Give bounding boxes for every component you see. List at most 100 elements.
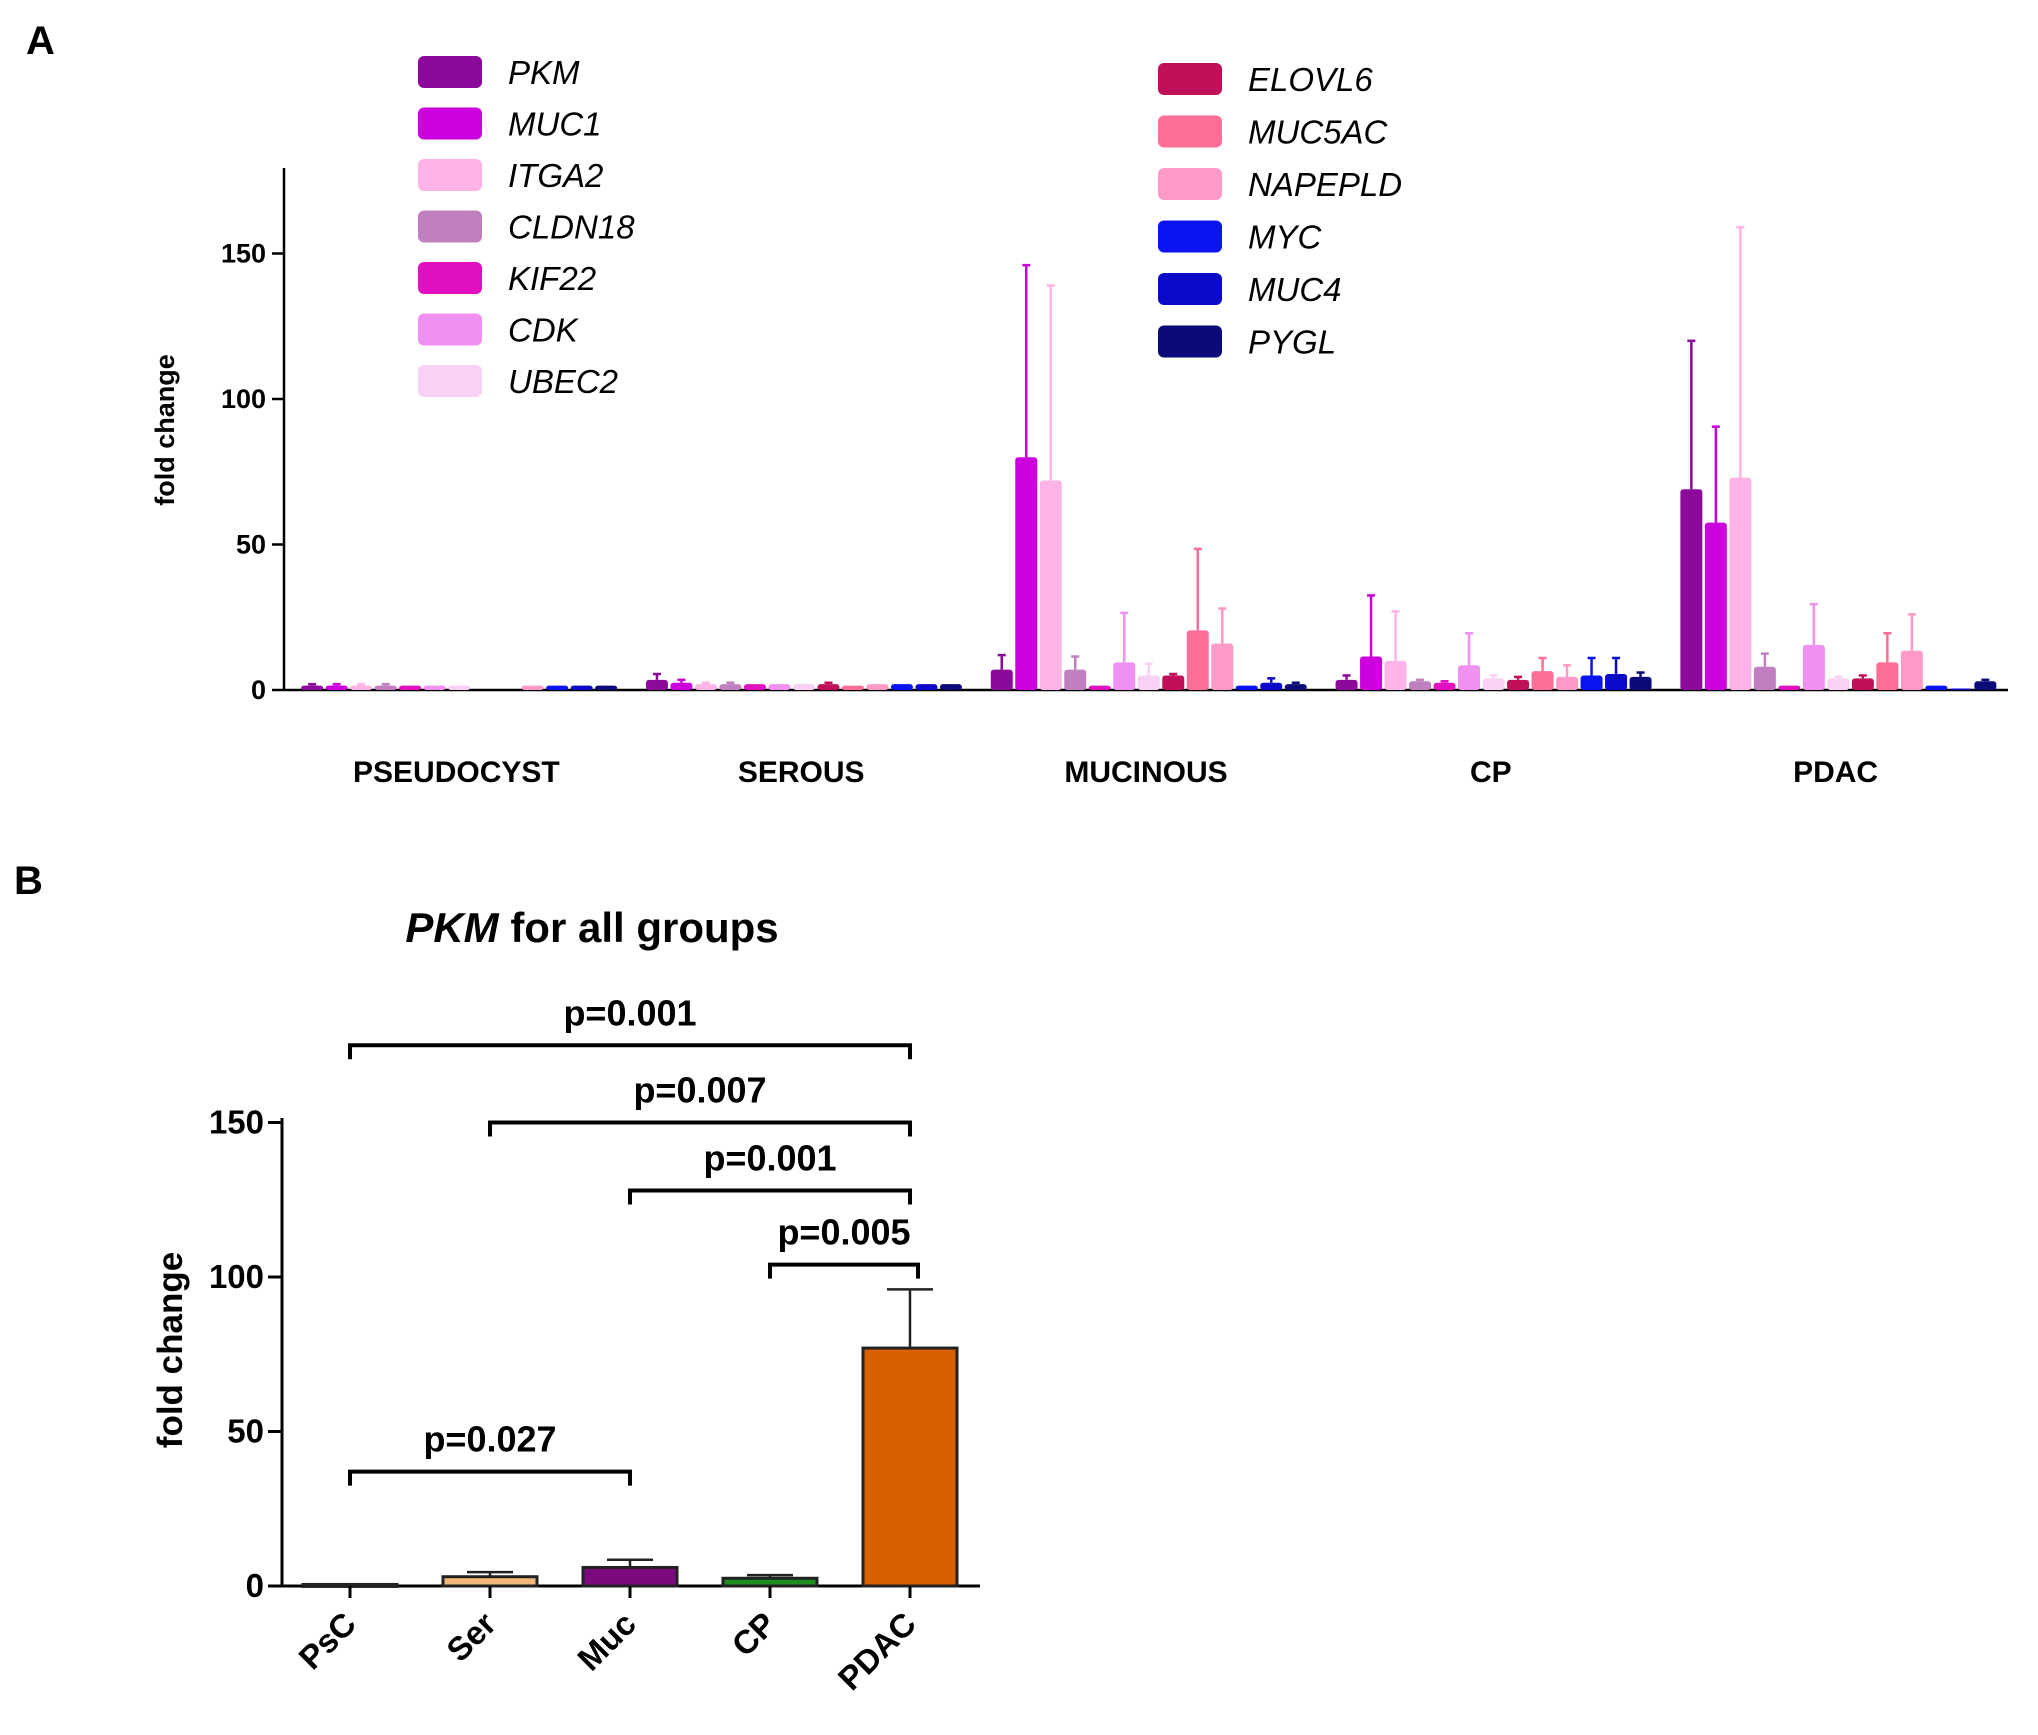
panel-a-legend-swatch-pygl — [1158, 325, 1222, 358]
panel-a-bar-myc-serous — [890, 684, 913, 690]
panel-a-category-label: CP — [1470, 756, 1512, 789]
panel-a-y-tick-label: 0 — [251, 675, 266, 705]
panel-a-bar-napepld-pdac — [1900, 650, 1923, 690]
panel-b-significance-bracket — [628, 1188, 912, 1205]
panel-a-bar-pkm-pdac — [1680, 489, 1703, 690]
panel-a-legend-swatch-cdk — [418, 313, 482, 346]
panel-a-legend-swatch-napepld — [1158, 168, 1222, 200]
panel-b-y-tick-label: 150 — [209, 1104, 264, 1141]
panel-a-legend-swatch-myc — [1158, 220, 1222, 253]
panel-a-bar-pygl-pdac — [1974, 681, 1997, 690]
panel-a-bar-cdk-cp — [1458, 665, 1481, 690]
panel-a-bar-ubec2-pdac — [1827, 678, 1850, 690]
panel-a-bar-pkm-serous — [645, 679, 668, 690]
panel-a-bar-kif22-mucinous — [1088, 685, 1111, 690]
panel-b-bar-pdac — [861, 1346, 959, 1588]
panel-a-bar-cdk-mucinous — [1113, 662, 1136, 690]
panel-a-legend-label-ubec2: UBEC2 — [508, 363, 618, 400]
panel-b-y-tick-label: 100 — [209, 1258, 264, 1295]
panel-a-bar-kif22-serous — [743, 684, 766, 690]
panel-b-y-ticks: 0 50 100 150 — [209, 1104, 282, 1604]
panel-a-legend-swatch-cldn18 — [418, 210, 482, 243]
panel-b-significance-bracket — [348, 1043, 912, 1060]
panel-a-legend-label-myc: MYC — [1248, 219, 1323, 256]
panel-a-legend-swatch-pkm — [418, 56, 482, 88]
panel-a-bar-myc-pdac — [1925, 685, 1948, 690]
panel-b-comparisons: p=0.001 p=0.007 p=0.001 p=0.005 p=0.027 — [348, 992, 920, 1486]
panel-a-bar-cldn18-mucinous — [1064, 669, 1087, 690]
panel-a-bar-muc1-cp — [1360, 656, 1383, 690]
panel-a-bar-itga2-pseudocyst — [350, 685, 373, 690]
panel-a-bar-kif22-cp — [1433, 682, 1456, 690]
panel-a-bar-kif22-pdac — [1778, 685, 1801, 690]
panel-a-legend-swatch-muc4 — [1158, 273, 1222, 305]
panel-a-bar-itga2-mucinous — [1039, 480, 1062, 690]
panel-a-bar-cdk-pseudocyst — [423, 685, 446, 690]
panel-a-legend-swatch-muc1 — [418, 107, 482, 140]
panel-a-bar-muc5ac-mucinous — [1186, 630, 1209, 690]
panel-a-bar-cdk-pdac — [1802, 644, 1825, 690]
panel-a-legend-label-muc5ac: MUC5AC — [1248, 114, 1389, 151]
panel-b-significance-bracket — [488, 1120, 912, 1137]
panel-b-category-label: Muc — [570, 1605, 643, 1678]
panel-a-category-label: MUCINOUS — [1064, 756, 1227, 789]
panel-a-legend-label-muc4: MUC4 — [1248, 271, 1342, 308]
panel-b-categories: PsC Ser Muc CP PDAC — [291, 1586, 923, 1697]
panel-a-legend-label-cldn18: CLDN18 — [508, 209, 635, 246]
panel-a-category-label: PDAC — [1793, 756, 1878, 789]
panel-b-bars — [301, 1288, 959, 1588]
panel-a-bar-muc4-pdac — [1949, 688, 1972, 690]
panel-b-y-label: fold change — [151, 1252, 190, 1448]
panel-b-bar-ser — [441, 1575, 539, 1588]
panel-a-legend-label-napepld: NAPEPLD — [1248, 166, 1402, 203]
panel-b-title-gene: PKM — [405, 904, 499, 951]
panel-b-title: PKM for all groups — [405, 904, 778, 951]
panel-a-bar-muc4-mucinous — [1260, 682, 1283, 690]
panel-b-p-value: p=0.001 — [563, 992, 696, 1033]
panel-a-bar-cldn18-serous — [719, 684, 742, 690]
panel-a-bar-kif22-pseudocyst — [399, 685, 422, 690]
panel-a-bar-muc5ac-pdac — [1876, 662, 1899, 690]
panel-a-y-label: fold change — [150, 354, 180, 506]
panel-a-bars — [301, 226, 1997, 690]
panel-a-bar-elovl6-serous — [817, 684, 840, 690]
panel-a-bar-ubec2-mucinous — [1137, 675, 1160, 690]
panel-b-bar-cp — [721, 1576, 819, 1588]
panel-a-bar-muc1-pdac — [1704, 522, 1727, 690]
panel-a-legend-label-kif22: KIF22 — [508, 260, 596, 297]
panel-a-bar-muc4-serous — [915, 684, 938, 690]
panel-a-legend-swatch-ubec2 — [418, 365, 482, 397]
panel-b-bar-muc — [581, 1565, 679, 1588]
panel-a-bar-ubec2-cp — [1482, 678, 1505, 690]
panel-a-bar-pygl-serous — [939, 684, 962, 690]
panel-a-bar-napepld-serous — [866, 684, 889, 690]
panel-a-bar-myc-pseudocyst — [546, 685, 569, 690]
panel-a-category-label: PSEUDOCYST — [353, 756, 560, 789]
panel-a-bar-napepld-mucinous — [1211, 643, 1234, 690]
panel-a-y-tick-label: 100 — [221, 384, 266, 414]
panel-b-category-label: Ser — [439, 1605, 503, 1669]
panel-a-category-label: SEROUS — [738, 756, 865, 789]
panel-a-legend-swatch-kif22 — [418, 262, 482, 294]
panel-b-category-label: PsC — [291, 1605, 363, 1677]
panel-a-bar-muc4-pseudocyst — [570, 685, 593, 690]
panel-a-bar-elovl6-mucinous — [1162, 675, 1185, 690]
panel-b-significance-bracket — [768, 1262, 920, 1279]
panel-a-y-tick-label: 50 — [236, 530, 266, 560]
panel-a-bar-pkm-cp — [1335, 679, 1358, 690]
panel-b-title-rest: for all groups — [499, 904, 779, 951]
panel-a-legend-label-itga2: ITGA2 — [508, 157, 603, 194]
panel-a-bar-cldn18-pdac — [1753, 666, 1776, 690]
panel-a-bar-napepld-cp — [1556, 676, 1579, 690]
panel-a-bar-myc-mucinous — [1235, 685, 1258, 690]
panel-a-legend-swatch-elovl6 — [1158, 63, 1222, 95]
panel-a-bar-elovl6-cp — [1507, 679, 1530, 690]
panel-a-legend-label-muc1: MUC1 — [508, 106, 602, 143]
panel-b-p-value: p=0.001 — [703, 1137, 836, 1178]
panel-a-legend-label-cdk: CDK — [508, 312, 580, 349]
panel-a-legend-swatch-itga2 — [418, 159, 482, 191]
panel-a-bar-elovl6-pdac — [1851, 678, 1874, 690]
panel-a-legend: PKM MUC1 ITGA2 CLDN18 KIF22 CDK UBEC2 ELOVL6 MUC… — [418, 54, 1402, 400]
panel-a-bar-pygl-cp — [1629, 676, 1652, 690]
